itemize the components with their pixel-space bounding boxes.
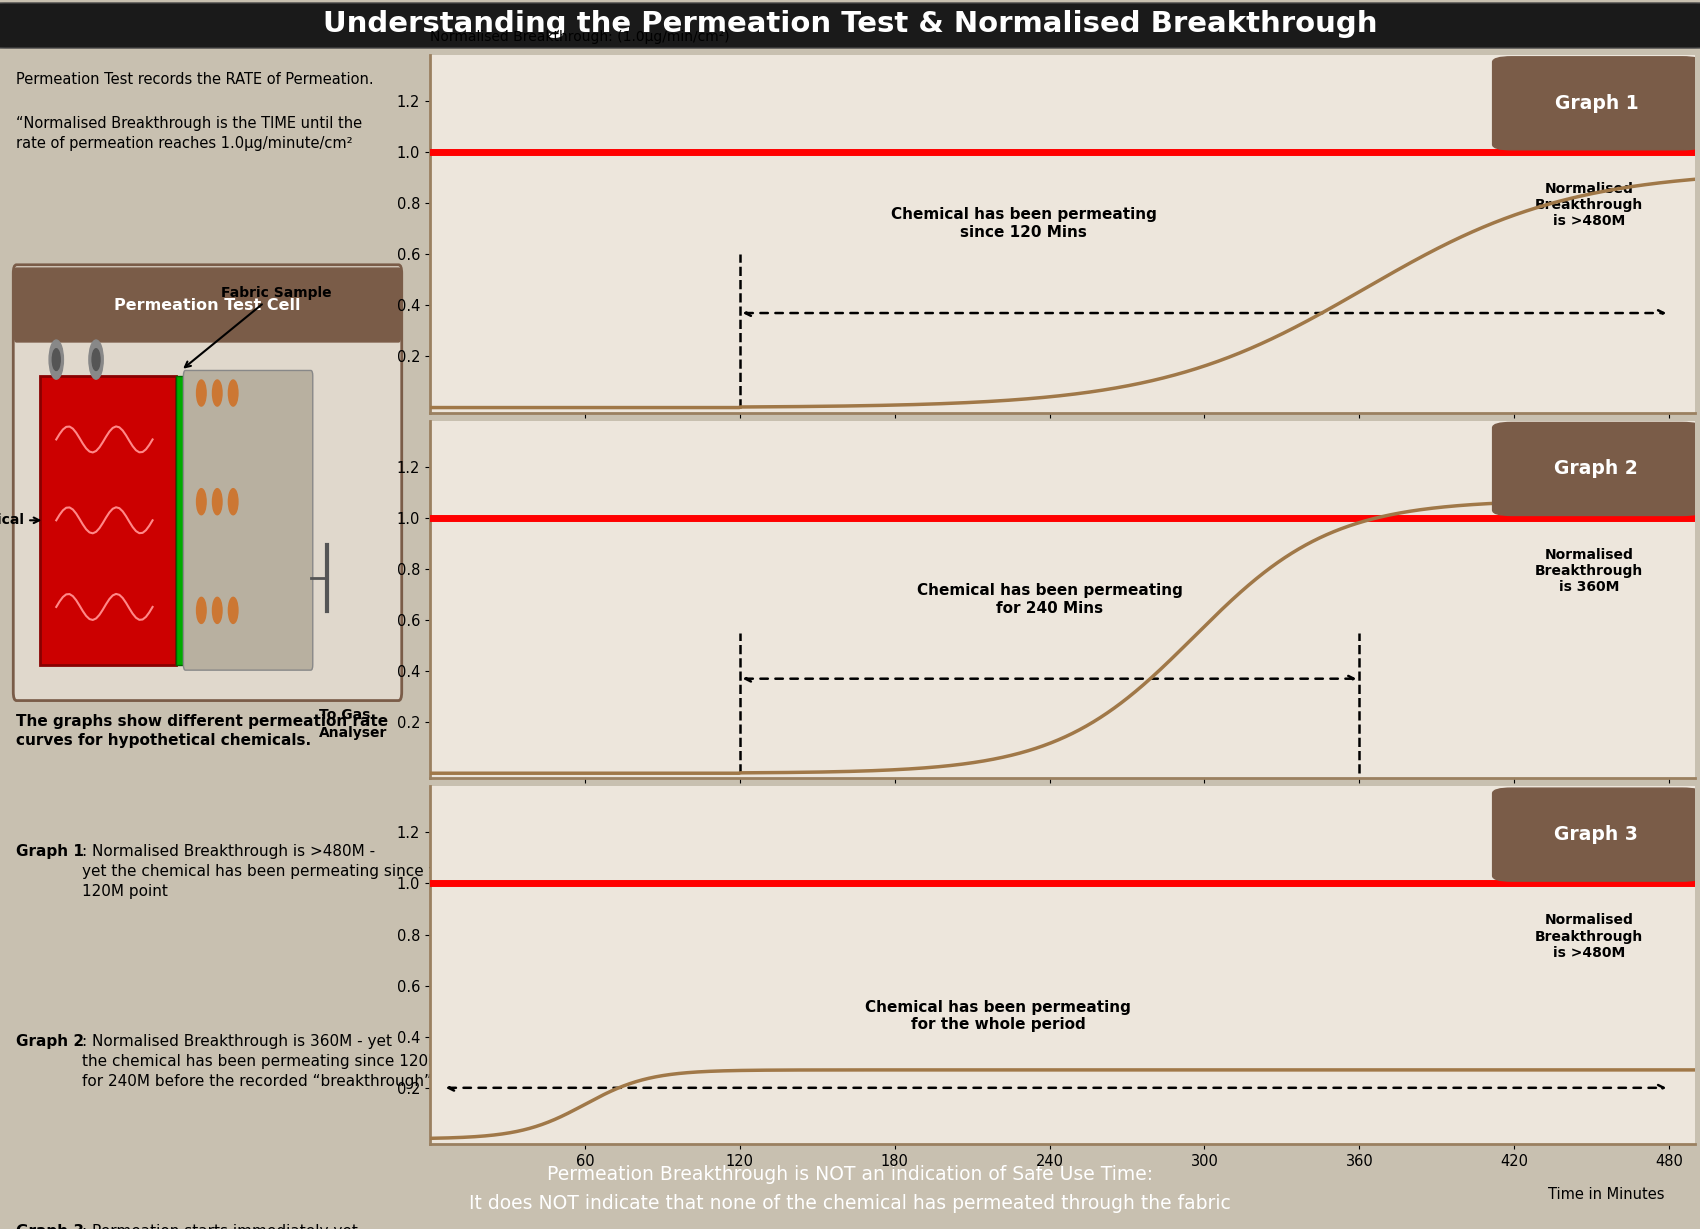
FancyBboxPatch shape bbox=[15, 268, 401, 342]
Text: Graph 2: Graph 2 bbox=[17, 1034, 85, 1050]
FancyBboxPatch shape bbox=[1493, 57, 1700, 150]
Circle shape bbox=[53, 349, 60, 370]
Text: Permeation Test records the RATE of Permeation.: Permeation Test records the RATE of Perm… bbox=[17, 73, 374, 87]
Text: Chemical has been permeating
for the whole period: Chemical has been permeating for the who… bbox=[865, 1000, 1130, 1032]
FancyBboxPatch shape bbox=[1493, 788, 1700, 881]
FancyBboxPatch shape bbox=[1493, 423, 1700, 515]
Circle shape bbox=[228, 597, 238, 623]
Text: Chemical has been permeating
since 120 Mins: Chemical has been permeating since 120 M… bbox=[891, 208, 1156, 240]
Text: Chemical: Chemical bbox=[0, 514, 39, 527]
Circle shape bbox=[212, 380, 223, 406]
Circle shape bbox=[228, 489, 238, 515]
FancyBboxPatch shape bbox=[14, 264, 401, 701]
Bar bbox=[41, 376, 177, 665]
Text: Permeation Test Cell: Permeation Test Cell bbox=[114, 297, 301, 312]
Text: Understanding the Permeation Test & Normalised Breakthrough: Understanding the Permeation Test & Norm… bbox=[323, 10, 1377, 38]
Text: Normalised
Breakthrough
is 360M: Normalised Breakthrough is 360M bbox=[1535, 548, 1642, 594]
Text: Graph 3: Graph 3 bbox=[1554, 825, 1639, 844]
Text: : Normalised Breakthrough is 360M - yet
the chemical has been permeating since 1: : Normalised Breakthrough is 360M - yet … bbox=[82, 1034, 452, 1089]
FancyBboxPatch shape bbox=[184, 370, 313, 670]
Text: Graph 1: Graph 1 bbox=[1554, 93, 1639, 113]
Circle shape bbox=[49, 340, 63, 380]
Circle shape bbox=[212, 597, 223, 623]
FancyBboxPatch shape bbox=[0, 2, 1700, 48]
Text: Normalised Breakthrough: (1.0μg/min/cm²): Normalised Breakthrough: (1.0μg/min/cm²) bbox=[430, 31, 729, 44]
Text: Fabric Sample: Fabric Sample bbox=[185, 286, 332, 367]
Circle shape bbox=[197, 380, 206, 406]
Text: Graph 1: Graph 1 bbox=[17, 844, 85, 859]
X-axis label: Time in Minutes: Time in Minutes bbox=[1549, 1187, 1664, 1202]
Text: Normalised
Breakthrough
is >480M: Normalised Breakthrough is >480M bbox=[1535, 182, 1642, 229]
Text: The graphs show different permeation rate
curves for hypothetical chemicals.: The graphs show different permeation rat… bbox=[17, 714, 389, 748]
Text: : Permeation starts immediately yet
never reaches 1.0μg/minute/cm² so
breakthrou: : Permeation starts immediately yet neve… bbox=[82, 1224, 359, 1229]
Text: To Gas
Analyser: To Gas Analyser bbox=[318, 708, 388, 740]
Text: Graph 3: Graph 3 bbox=[17, 1224, 85, 1229]
Text: Chemical has been permeating
for 240 Mins: Chemical has been permeating for 240 Min… bbox=[916, 584, 1183, 616]
Text: : Normalised Breakthrough is >480M -
yet the chemical has been permeating since : : Normalised Breakthrough is >480M - yet… bbox=[82, 844, 454, 898]
Circle shape bbox=[88, 340, 104, 380]
Bar bbox=[177, 376, 185, 665]
Text: Permeation Breakthrough is NOT an indication of Safe Use Time:
It does NOT indic: Permeation Breakthrough is NOT an indica… bbox=[469, 1165, 1231, 1213]
Circle shape bbox=[92, 349, 100, 370]
Text: “Normalised Breakthrough is the TIME until the
rate of permeation reaches 1.0μg/: “Normalised Breakthrough is the TIME unt… bbox=[17, 116, 362, 151]
Circle shape bbox=[197, 489, 206, 515]
Text: Graph 2: Graph 2 bbox=[1554, 460, 1639, 478]
Circle shape bbox=[197, 597, 206, 623]
Circle shape bbox=[228, 380, 238, 406]
Text: Normalised
Breakthrough
is >480M: Normalised Breakthrough is >480M bbox=[1535, 913, 1642, 960]
Circle shape bbox=[212, 489, 223, 515]
